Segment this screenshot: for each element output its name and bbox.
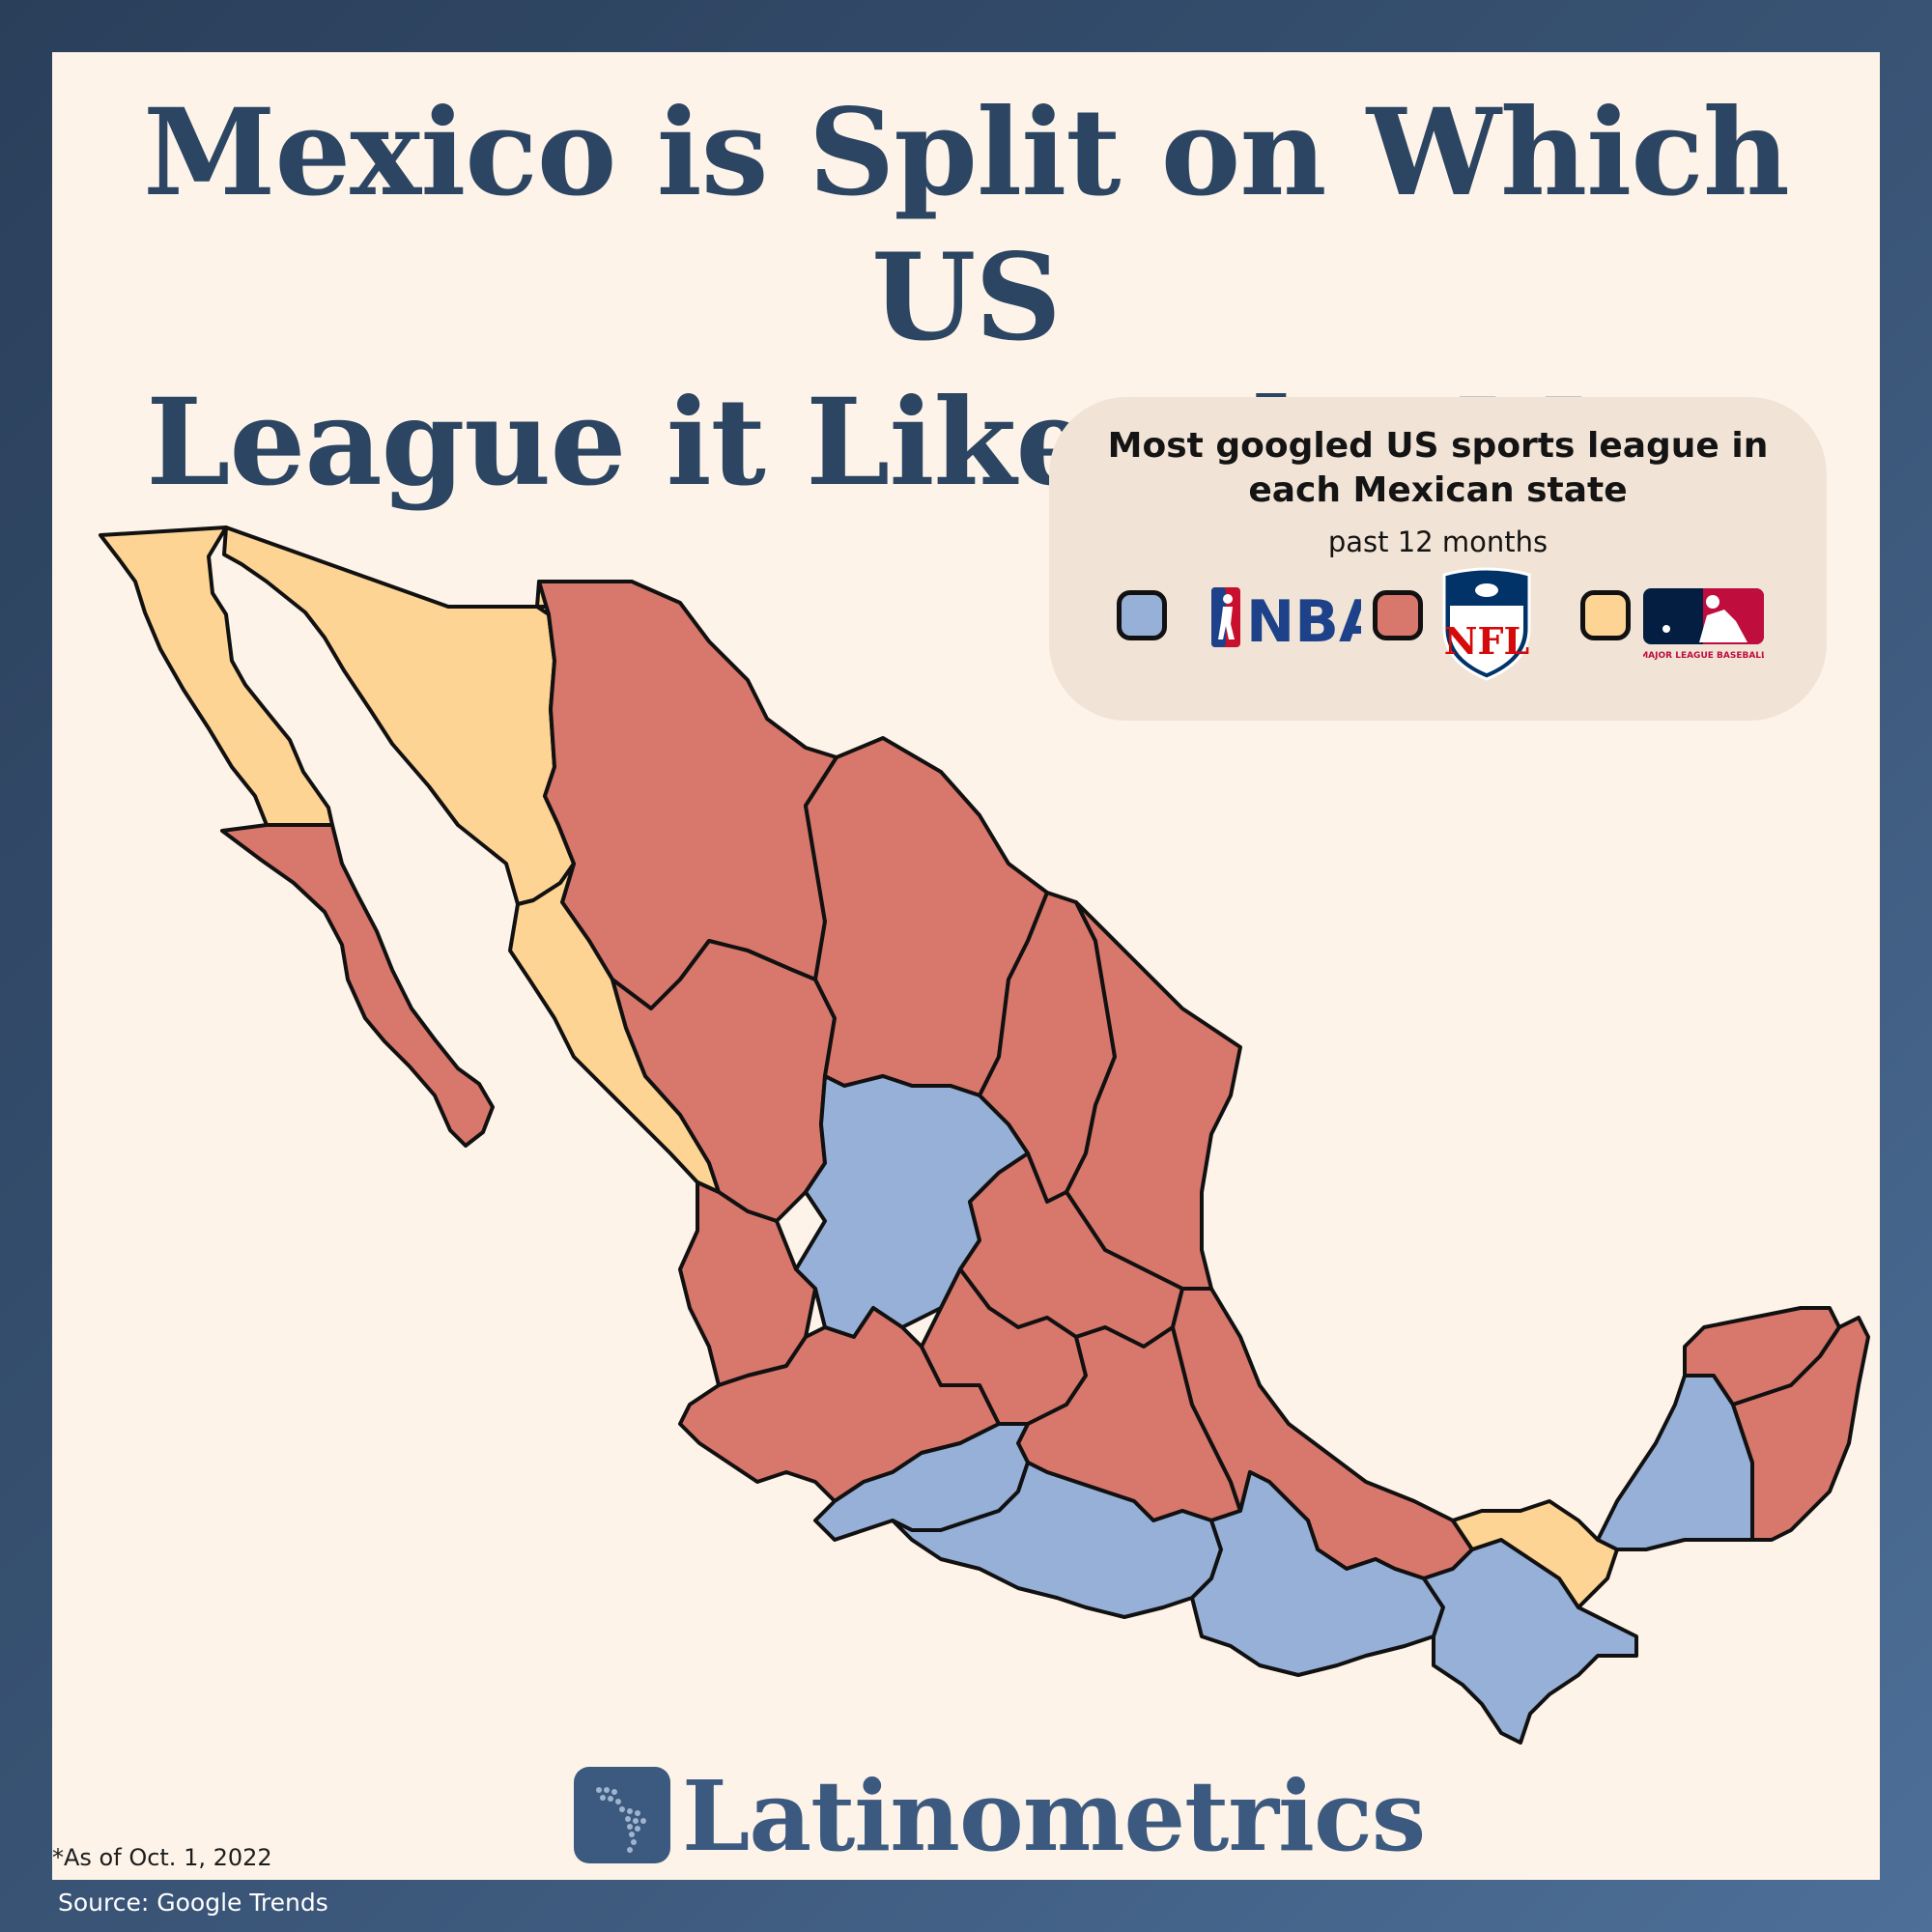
legend-swatch-nba <box>1117 590 1167 640</box>
brand-name: Latinometrics <box>682 1759 1426 1873</box>
legend-swatch-nfl <box>1373 590 1423 640</box>
legend-subtitle: past 12 months <box>1327 526 1548 558</box>
legend-swatch-mlb <box>1580 590 1631 640</box>
mexico-map <box>99 526 1870 1745</box>
mlb-logo-icon: MAJOR LEAGUE BASEBALL <box>1643 588 1764 661</box>
brand-logo: Latinometrics <box>574 1759 1426 1873</box>
mlb-logo-text: MAJOR LEAGUE BASEBALL <box>1643 651 1764 661</box>
state-quintana-roo <box>1731 1316 1870 1542</box>
state-tabasco <box>1451 1499 1619 1609</box>
state-guerrero <box>891 1461 1223 1619</box>
footnote: *As of Oct. 1, 2022 <box>52 1844 272 1871</box>
nba-logo-text: NBA <box>1246 588 1361 649</box>
state-baja-california <box>99 526 334 827</box>
legend-title-line-2: each Mexican state <box>1248 470 1628 510</box>
legend-title-line-1: Most googled US sports league in <box>1107 426 1769 466</box>
legend-title: Most googled US sports league in each Me… <box>1049 424 1827 513</box>
title-line-1: Mexico is Split on Which US <box>143 83 1790 368</box>
legend-box: Most googled US sports league in each Me… <box>1049 397 1827 721</box>
latin-america-map-icon <box>574 1767 670 1863</box>
nba-logo-icon: NBA <box>1211 587 1361 649</box>
nfl-logo-text: NFL <box>1444 619 1529 663</box>
nfl-logo-icon: NFL <box>1442 567 1531 681</box>
state-baja-california-sur <box>220 823 495 1148</box>
source-credit: Source: Google Trends <box>58 1889 328 1917</box>
infographic-card: Mexico is Split on Which US League it Li… <box>52 52 1880 1880</box>
